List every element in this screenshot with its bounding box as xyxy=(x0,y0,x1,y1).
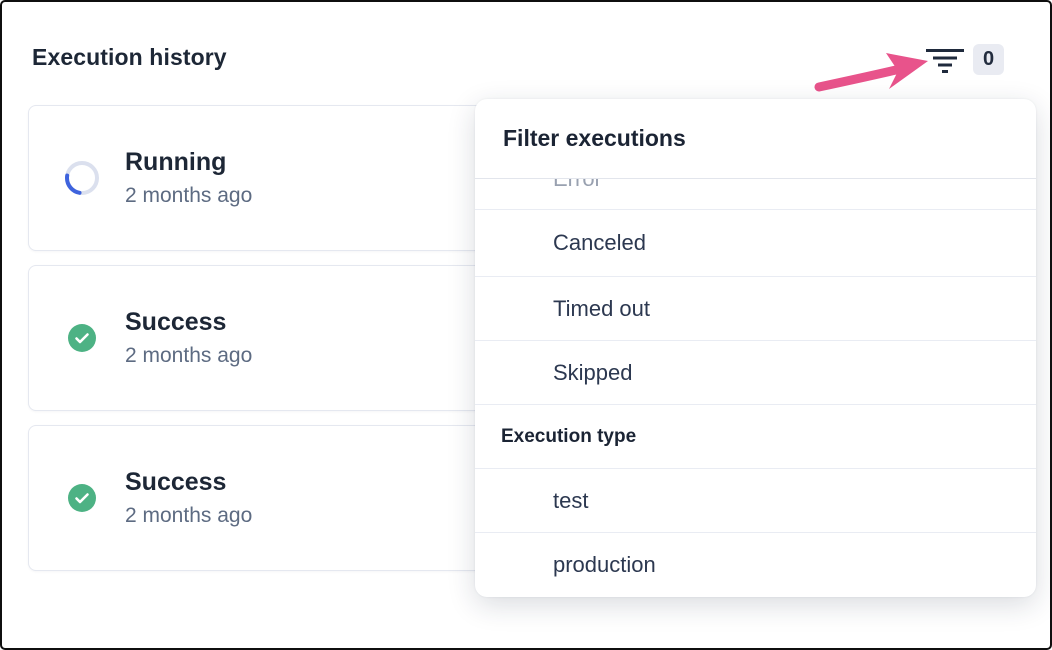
filter-button[interactable] xyxy=(923,44,967,78)
filter-funnel-icon xyxy=(926,49,964,73)
filter-option-error[interactable]: Error xyxy=(475,179,1036,210)
filter-panel-title: Filter executions xyxy=(475,99,1036,179)
execution-status: Success xyxy=(125,308,227,337)
pink-arrow-annotation-icon xyxy=(814,53,928,92)
filter-section-label: Execution type xyxy=(501,425,637,447)
filter-option-canceled[interactable]: Canceled xyxy=(475,210,1036,277)
check-circle-icon xyxy=(63,319,101,357)
filter-option-skipped[interactable]: Skipped xyxy=(475,341,1036,405)
execution-status: Running xyxy=(125,148,227,177)
filter-option-timed-out[interactable]: Timed out xyxy=(475,277,1036,341)
filter-option-test[interactable]: test xyxy=(475,469,1036,533)
filter-option-label: production xyxy=(553,552,656,577)
filter-option-label: Error xyxy=(553,179,602,193)
execution-status: Success xyxy=(125,468,227,497)
filter-option-label: Skipped xyxy=(553,359,633,385)
filter-option-label: Timed out xyxy=(553,295,651,321)
filter-option-production[interactable]: production xyxy=(475,533,1036,597)
check-circle-icon xyxy=(63,479,101,517)
execution-time: 2 months ago xyxy=(125,183,253,207)
filter-option-label: test xyxy=(553,487,589,513)
execution-time: 2 months ago xyxy=(125,503,253,527)
execution-time: 2 months ago xyxy=(125,343,253,367)
filter-section-execution-type: Execution type xyxy=(475,405,1036,469)
filter-executions-panel: Filter executions Error Canceled Timed o… xyxy=(475,99,1036,597)
spinner-icon xyxy=(63,159,101,197)
filter-option-label: Canceled xyxy=(553,230,646,255)
filter-count-badge[interactable]: 0 xyxy=(973,44,1004,75)
page-title: Execution history xyxy=(32,44,227,70)
